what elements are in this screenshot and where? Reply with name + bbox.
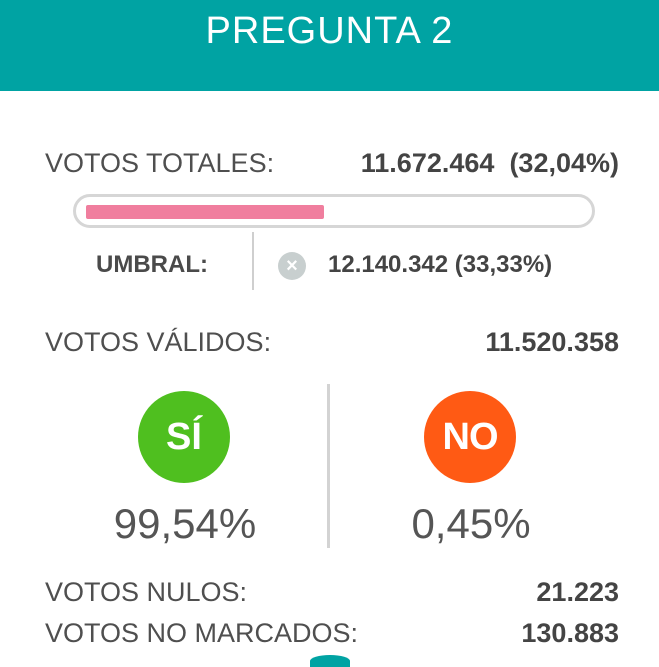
option-si-percent: 99,54% bbox=[113, 500, 257, 547]
x-circle-icon: × bbox=[278, 252, 306, 280]
option-si-badge: SÍ bbox=[138, 391, 230, 483]
unmarked-votes-row: VOTOS NO MARCADOS: 130.883 bbox=[45, 618, 619, 649]
total-votes-value: 11.672.464 (32,04%) bbox=[361, 148, 619, 179]
total-votes-label: VOTOS TOTALES: bbox=[45, 148, 275, 178]
null-votes-value: 21.223 bbox=[536, 577, 619, 607]
threshold-label: UMBRAL: bbox=[96, 251, 208, 278]
threshold-value: 12.140.342 (33,33%) bbox=[328, 251, 553, 278]
threshold-divider bbox=[252, 232, 254, 290]
total-votes-count: 11.672.464 bbox=[360, 148, 495, 178]
total-votes-row: VOTOS TOTALES: 11.672.464 (32,04%) bbox=[45, 148, 619, 179]
valid-votes-row: VOTOS VÁLIDOS: 11.520.358 bbox=[45, 327, 619, 358]
option-no-percent: 0,45% bbox=[411, 500, 531, 547]
total-votes-percent: (32,04%) bbox=[509, 148, 619, 178]
participation-progress-fill bbox=[86, 205, 324, 219]
question-header: PREGUNTA 2 bbox=[0, 0, 659, 91]
question-title: PREGUNTA 2 bbox=[205, 10, 454, 52]
null-votes-label: VOTOS NULOS: bbox=[45, 577, 248, 607]
option-no-badge: NO bbox=[424, 391, 516, 483]
options-divider bbox=[327, 384, 330, 548]
valid-votes-value: 11.520.358 bbox=[485, 327, 619, 357]
unmarked-votes-label: VOTOS NO MARCADOS: bbox=[45, 618, 359, 648]
valid-votes-label: VOTOS VÁLIDOS: bbox=[45, 327, 272, 357]
unmarked-votes-value: 130.883 bbox=[521, 618, 619, 648]
null-votes-row: VOTOS NULOS: 21.223 bbox=[45, 577, 619, 608]
participation-progress-bar bbox=[73, 194, 595, 228]
cut-off-element bbox=[310, 655, 350, 667]
